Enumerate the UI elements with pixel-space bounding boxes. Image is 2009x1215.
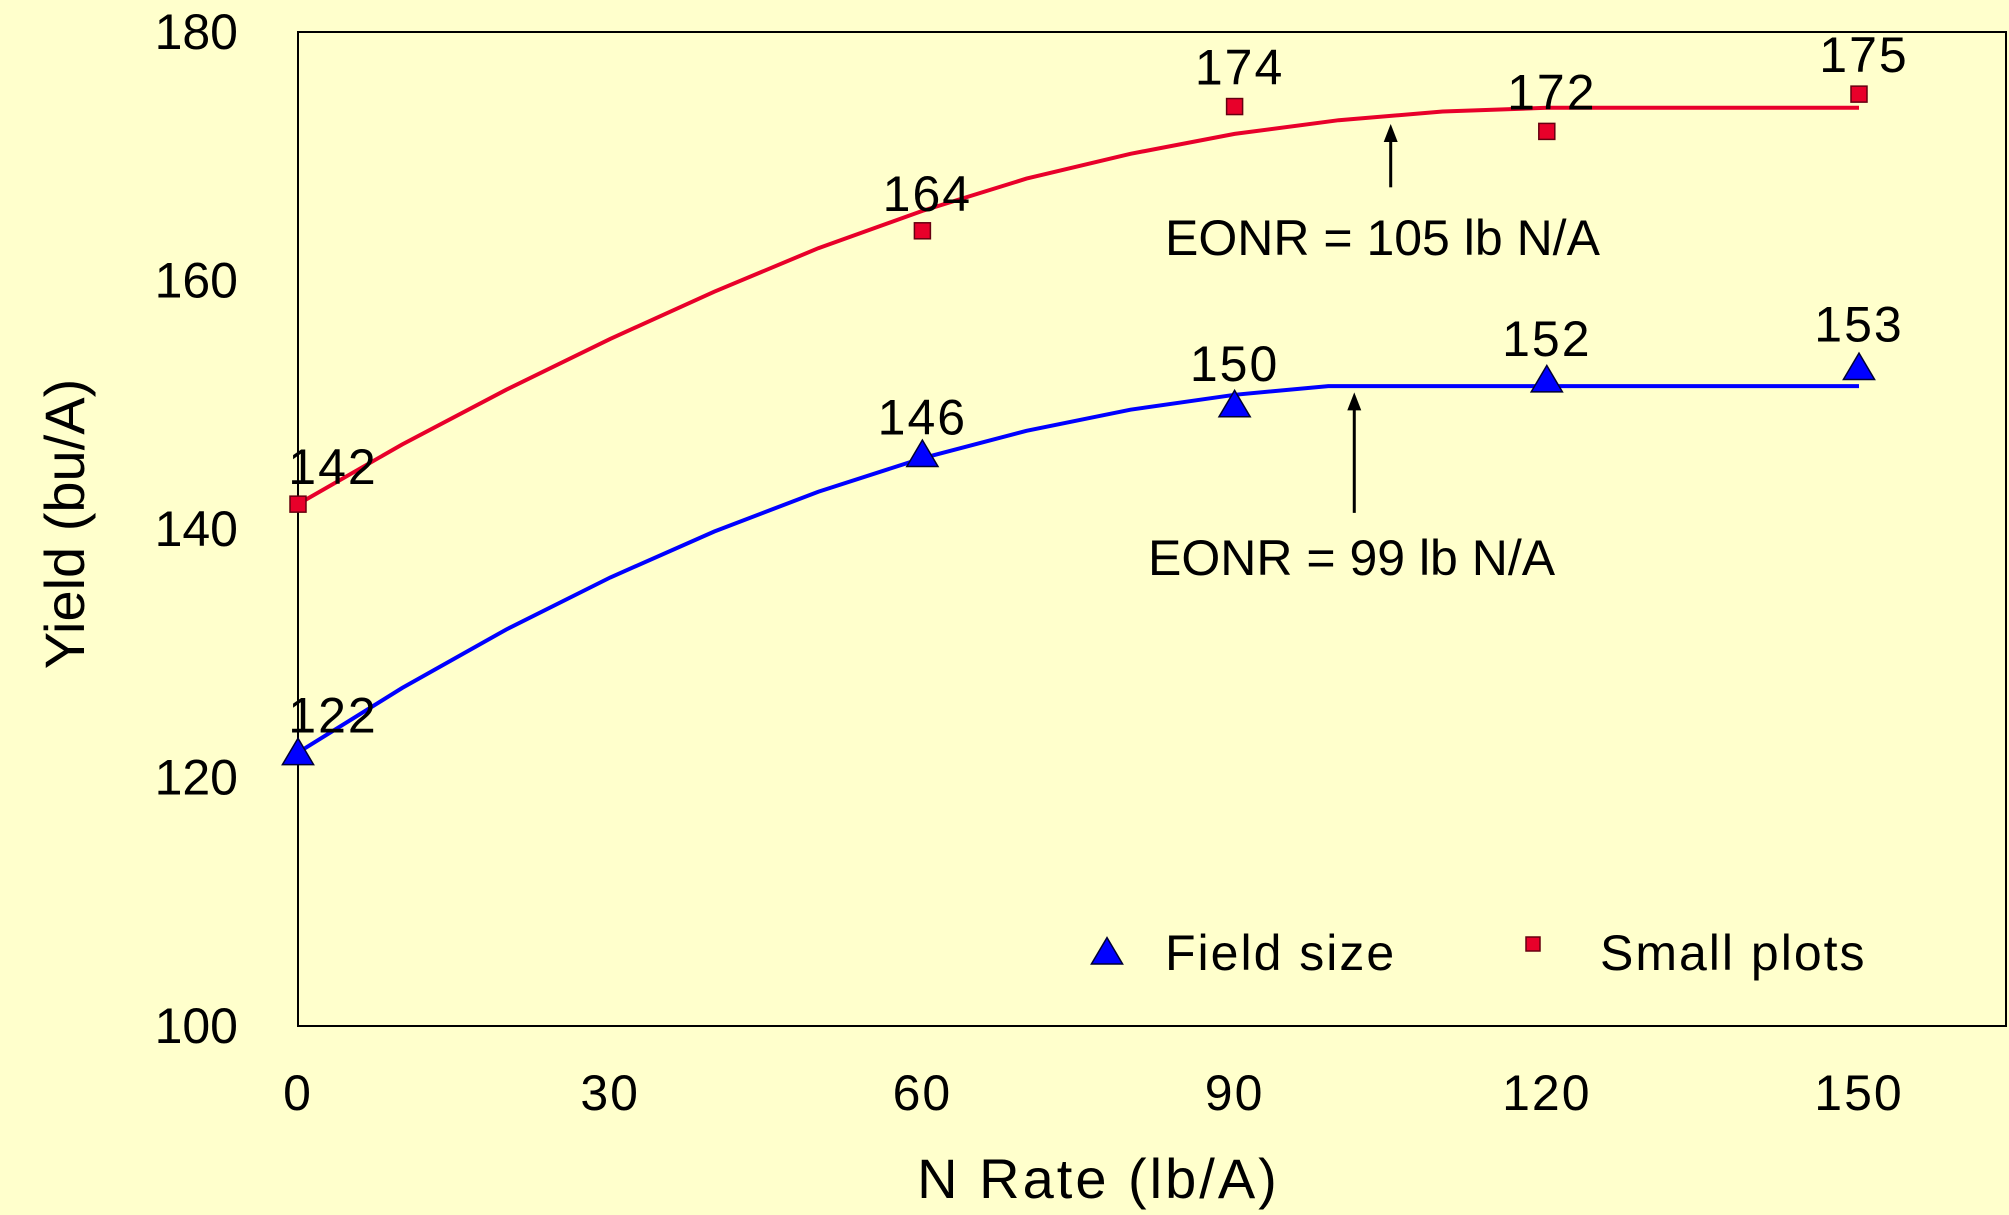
data-point-square [913,222,932,240]
legend-marker-square [1525,936,1541,952]
annotations: EONR = 105 lb N/A EONR = 99 lb N/A [1148,123,1601,586]
data-label: 150 [1190,336,1279,392]
fit-curve-small-plots [297,105,1859,506]
legend-label: Small plots [1600,925,1867,981]
y-axis-label: Yield (bu/A) [33,379,96,670]
legend-marker-triangle [1090,936,1124,965]
data-point-square [1850,85,1868,103]
fit-curve-field-size [296,384,1859,755]
data-labels: 122 146 150 152 153 142 164 174 172 175 [288,27,1908,744]
data-label: 174 [1195,40,1284,96]
annotation-text: EONR = 99 lb N/A [1148,530,1556,586]
y-tick-label: 140 [155,501,238,557]
annotation-arrowhead [1383,123,1398,142]
legend: Field size Small plots [1090,925,1867,981]
fit-curves [296,105,1859,755]
x-tick-label: 0 [283,1065,313,1121]
x-tick-label: 150 [1814,1065,1903,1121]
data-markers [281,85,1876,766]
y-tick-label: 180 [155,4,238,60]
data-label: 146 [878,389,967,445]
x-tick-label: 90 [1205,1065,1265,1121]
data-point-square [289,495,307,513]
data-label: 164 [883,166,972,222]
x-tick-label: 60 [893,1065,953,1121]
plot-area [297,31,2007,1027]
data-point-square [1538,122,1556,141]
y-tick-label: 100 [155,998,238,1054]
annotation-text: EONR = 105 lb N/A [1165,210,1601,266]
x-tick-label: 120 [1502,1065,1591,1121]
data-label: 153 [1814,296,1903,352]
annotation-arrowhead [1347,392,1362,411]
x-tick-label: 30 [580,1065,640,1121]
data-point-triangle [1529,364,1564,393]
y-tick-label: 120 [155,750,238,806]
axis-ticks: 100 120 140 160 180 0 30 60 90 120 150 [155,4,1903,1121]
data-point-triangle [281,736,315,766]
data-point-triangle [1217,388,1252,418]
data-label: 142 [288,439,377,495]
y-tick-label: 160 [155,253,238,309]
data-point-triangle [1842,351,1876,381]
data-label: 122 [288,688,377,744]
data-label: 172 [1507,64,1596,120]
data-point-triangle [905,438,940,468]
legend-label: Field size [1165,925,1396,981]
data-point-square [1225,97,1244,116]
data-label: 175 [1819,27,1908,83]
data-label: 152 [1502,311,1591,367]
x-axis-label: N Rate (lb/A) [917,1147,1280,1210]
